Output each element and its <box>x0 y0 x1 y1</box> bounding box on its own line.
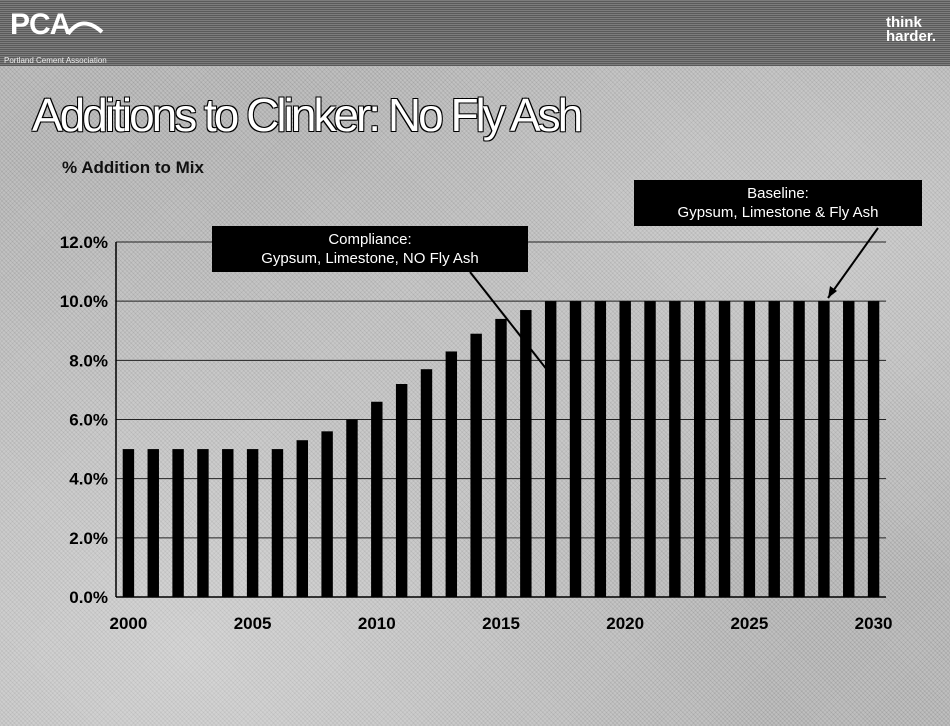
pca-logo-subtext: Portland Cement Association <box>4 56 107 65</box>
compliance-pointer <box>469 271 556 381</box>
pointer-layer <box>469 227 879 381</box>
bar-2004 <box>222 449 234 597</box>
x-tick-label: 2025 <box>730 614 768 633</box>
logo-swoosh-icon <box>66 21 104 36</box>
baseline-callout-title: Baseline: <box>747 185 809 202</box>
pca-logo: PCA <box>4 2 154 64</box>
baseline-callout-text: Gypsum, Limestone & Fly Ash <box>677 204 879 221</box>
x-tick-label: 2015 <box>482 614 520 633</box>
bar-2015 <box>495 318 507 597</box>
compliance-callout-text: Gypsum, Limestone, NO Fly Ash <box>261 250 479 267</box>
bar-2007 <box>296 440 309 597</box>
header-bar: PCA Portland Cement Association think ha… <box>0 0 950 66</box>
bar-2030 <box>867 301 880 597</box>
baseline-pointer <box>827 227 879 299</box>
bar-2026 <box>768 301 780 597</box>
bar-2017 <box>544 301 557 597</box>
y-tick-label: 0.0% <box>69 588 108 607</box>
tagline-line2: harder. <box>885 28 936 45</box>
bar-2001 <box>147 449 159 597</box>
tagline: think harder. <box>885 14 936 45</box>
bar-2019 <box>594 301 607 597</box>
bar-2005 <box>246 449 259 597</box>
baseline-callout: Baseline: Gypsum, Limestone & Fly Ash <box>634 180 922 226</box>
bar-2009 <box>346 419 358 597</box>
slide-title: Additions to Clinker: No Fly Ash <box>32 89 583 141</box>
bar-2010 <box>371 401 383 597</box>
bar-2021 <box>644 301 656 597</box>
bar-2025 <box>743 301 756 597</box>
bar-2008 <box>321 431 333 597</box>
bar-2016 <box>520 310 532 597</box>
chart-subtitle: % Addition to Mix <box>62 158 204 177</box>
y-tick-label: 6.0% <box>69 411 108 430</box>
x-tick-label: 2000 <box>110 614 148 633</box>
bar-2013 <box>445 351 458 597</box>
compliance-pointer-arrowhead <box>545 368 555 380</box>
y-tick-label: 10.0% <box>60 292 108 311</box>
bar-layer <box>122 301 880 597</box>
bar-2018 <box>569 301 582 597</box>
bar-2024 <box>718 301 731 597</box>
pca-logo-text: PCA <box>10 8 71 41</box>
compliance-callout: Compliance: Gypsum, Limestone, NO Fly As… <box>212 226 528 272</box>
y-tick-label: 2.0% <box>69 529 108 548</box>
x-tick-label: 2005 <box>234 614 272 633</box>
bar-2014 <box>470 333 482 597</box>
bar-2000 <box>122 449 135 597</box>
bar-2023 <box>693 301 706 597</box>
bar-2006 <box>271 449 284 597</box>
y-tick-label: 8.0% <box>69 351 108 370</box>
x-tick-label: 2010 <box>358 614 396 633</box>
bar-2012 <box>420 369 433 597</box>
x-tick-label: 2020 <box>606 614 644 633</box>
y-tick-label: 12.0% <box>60 233 108 252</box>
tagline-line1: think <box>885 14 922 31</box>
x-tick-label: 2030 <box>855 614 893 633</box>
bar-2029 <box>843 301 855 597</box>
bar-2027 <box>793 301 805 597</box>
bar-2011 <box>395 384 408 597</box>
baseline-pointer-arrowhead <box>828 286 837 298</box>
axis-layer: 0.0% 2.0% 4.0% 6.0% 8.0% 10.0% 12.0% 2000 2005 20… <box>60 233 893 633</box>
bar-2020 <box>619 301 631 597</box>
bar-2003 <box>197 449 209 597</box>
bar-2002 <box>172 449 184 597</box>
bar-2028 <box>818 301 830 597</box>
y-tick-label: 4.0% <box>69 470 108 489</box>
bar-2022 <box>669 301 681 597</box>
compliance-callout-title: Compliance: <box>328 231 412 248</box>
